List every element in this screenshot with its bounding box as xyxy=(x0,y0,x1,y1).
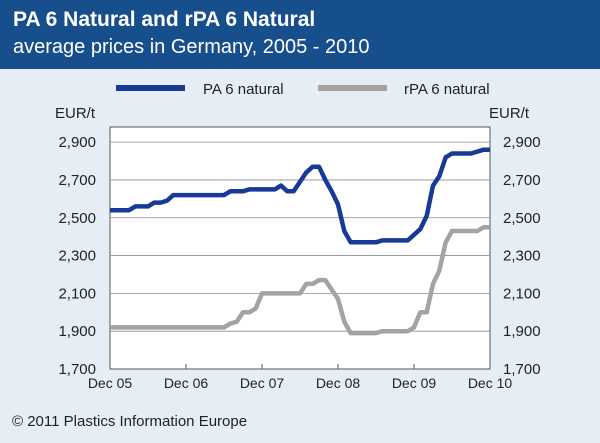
x-ticks: Dec 05 Dec 06 Dec 07 Dec 08 Dec 09 Dec 10 xyxy=(88,364,513,391)
y-ticks-right: 1,700 1,900 2,100 2,300 2,500 2,700 2,900 xyxy=(503,134,541,378)
x-tick-label: Dec 10 xyxy=(468,375,513,391)
series-line-pa6 xyxy=(110,147,490,245)
x-tick-label: Dec 09 xyxy=(392,375,437,391)
y-tick-label-left: 1,900 xyxy=(58,323,96,340)
y-tick-label-right: 2,900 xyxy=(503,134,541,151)
header-banner: PA 6 Natural and rPA 6 Natural average p… xyxy=(0,0,600,69)
series-line-rpa6 xyxy=(110,224,490,336)
y-tick-label-right: 2,700 xyxy=(503,172,541,189)
x-tick-label: Dec 05 xyxy=(88,375,133,391)
y-tick-label-left: 2,700 xyxy=(58,172,96,189)
y-tick-label-right: 2,500 xyxy=(503,210,541,227)
x-tick-label: Dec 07 xyxy=(240,375,285,391)
series-lines xyxy=(110,147,490,336)
legend-label-rpa6: rPA 6 natural xyxy=(404,81,490,98)
x-tick-label: Dec 06 xyxy=(164,375,209,391)
plot-area xyxy=(109,126,491,370)
chart-title: PA 6 Natural and rPA 6 Natural xyxy=(13,8,316,31)
price-chart: PA 6 natural rPA 6 natural EUR/t EUR/t 1… xyxy=(55,81,541,391)
y-axis-label-left: EUR/t xyxy=(55,105,96,122)
legend-label-pa6: PA 6 natural xyxy=(203,81,284,98)
chart-subtitle: average prices in Germany, 2005 - 2010 xyxy=(13,36,370,58)
y-tick-label-right: 2,100 xyxy=(503,285,541,302)
y-tick-label-right: 1,900 xyxy=(503,323,541,340)
y-axis-label-right: EUR/t xyxy=(489,105,530,122)
y-tick-label-left: 2,100 xyxy=(58,285,96,302)
y-tick-label-left: 2,300 xyxy=(58,248,96,265)
y-tick-label-left: 1,700 xyxy=(58,361,96,378)
y-tick-label-right: 1,700 xyxy=(503,361,541,378)
y-tick-label-right: 2,300 xyxy=(503,248,541,265)
legend: PA 6 natural rPA 6 natural xyxy=(116,81,490,98)
y-tick-label-left: 2,900 xyxy=(58,134,96,151)
y-tick-label-left: 2,500 xyxy=(58,210,96,227)
y-ticks-left: 1,700 1,900 2,100 2,300 2,500 2,700 2,900 xyxy=(58,134,96,378)
x-tick-label: Dec 08 xyxy=(316,375,361,391)
copyright-notice: © 2011 Plastics Information Europe xyxy=(12,413,248,430)
